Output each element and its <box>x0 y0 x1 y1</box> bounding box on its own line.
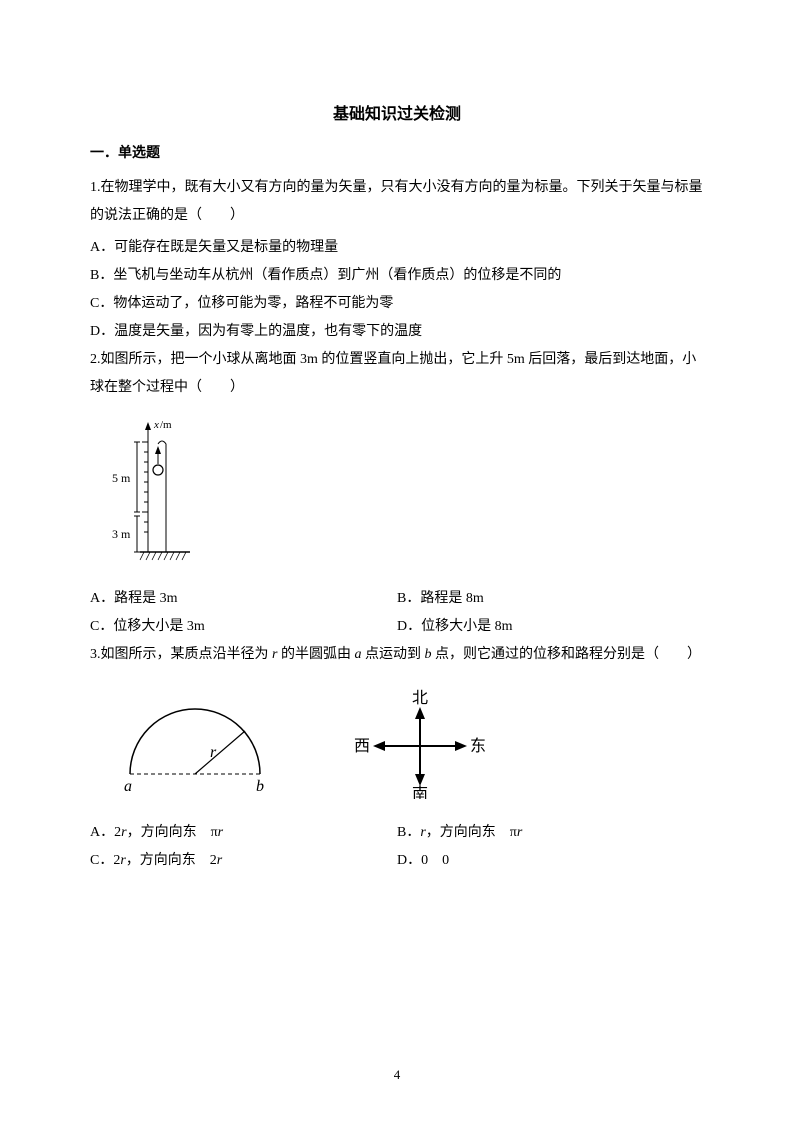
svg-text:西: 西 <box>354 738 370 755</box>
q3-text-part1: 3.如图所示，某质点沿半径为 <box>90 647 272 662</box>
q2-option-d: D．位移大小是 8m <box>397 613 704 641</box>
svg-text:北: 北 <box>412 689 428 707</box>
q2-diagram: x /m 5 m 3 m <box>110 412 704 577</box>
compass-icon: 北 南 东 西 <box>350 689 490 799</box>
svg-text:东: 东 <box>470 737 486 755</box>
semicircle-icon: r a b <box>110 689 290 799</box>
q1-option-d: D．温度是矢量，因为有零上的温度，也有零下的温度 <box>90 318 704 346</box>
svg-text:/m: /m <box>160 419 172 431</box>
svg-text:3 m: 3 m <box>112 527 131 541</box>
svg-text:南: 南 <box>412 785 428 799</box>
q1-option-b: B．坐飞机与坐动车从杭州（看作质点）到广州（看作质点）的位移是不同的 <box>90 262 704 290</box>
q3-diagram: r a b 北 南 东 西 <box>110 689 704 799</box>
q3-option-b: B．r，方向向东 πr <box>397 819 704 847</box>
page-title: 基础知识过关检测 <box>90 100 704 124</box>
q3-text-part2: 的半圆弧由 <box>277 647 354 662</box>
q2-option-b: B．路程是 8m <box>397 585 704 613</box>
svg-text:b: b <box>256 778 264 795</box>
section-header: 一．单选题 <box>90 142 704 162</box>
q3-option-c: C．2r，方向向东 2r <box>90 847 397 875</box>
q3-text: 3.如图所示，某质点沿半径为 r 的半圆弧由 a 点运动到 b 点，则它通过的位… <box>90 641 704 669</box>
q2-option-c: C．位移大小是 3m <box>90 613 397 641</box>
svg-text:r: r <box>210 744 217 761</box>
q3-option-a: A．2r，方向向东 πr <box>90 819 397 847</box>
q1-option-c: C．物体运动了，位移可能为零，路程不可能为零 <box>90 290 704 318</box>
q3-text-part3: 点运动到 <box>361 647 424 662</box>
svg-text:x: x <box>153 419 159 431</box>
q3-option-d: D．0 0 <box>397 847 704 875</box>
q1-text: 1.在物理学中，既有大小又有方向的量为矢量，只有大小没有方向的量为标量。下列关于… <box>90 174 704 230</box>
page-number: 4 <box>394 1067 401 1083</box>
q1-option-a: A．可能存在既是矢量又是标量的物理量 <box>90 234 704 262</box>
svg-text:5 m: 5 m <box>112 471 131 485</box>
q2-option-a: A．路程是 3m <box>90 585 397 613</box>
svg-text:a: a <box>124 778 132 795</box>
q3-text-part4: 点，则它通过的位移和路程分别是（ ） <box>431 647 701 662</box>
q2-text: 2.如图所示，把一个小球从离地面 3m 的位置竖直向上抛出，它上升 5m 后回落… <box>90 346 704 402</box>
